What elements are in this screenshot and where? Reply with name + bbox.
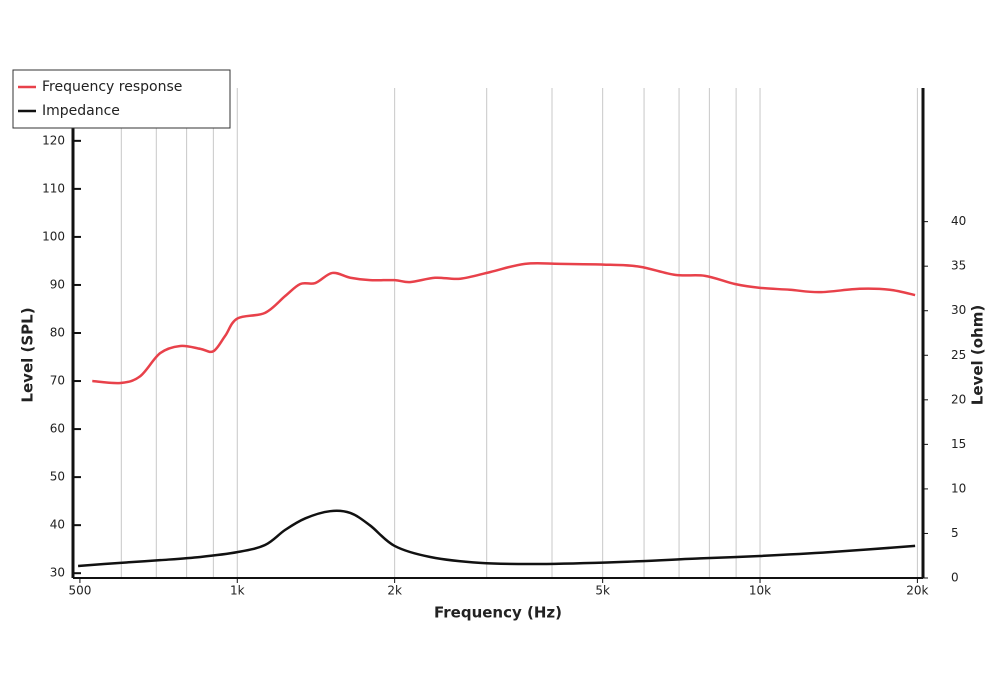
x-tick-label: 20k: [906, 584, 928, 598]
x-tick-label: 1k: [230, 584, 245, 598]
y-tick-label: 80: [50, 326, 65, 340]
y2-tick-label: 5: [951, 526, 959, 540]
y2-tick-label: 25: [951, 348, 966, 362]
y-tick-label: 110: [42, 181, 65, 195]
y-tick-label: 50: [50, 470, 65, 484]
series-line: [92, 261, 916, 385]
legend-label: Impedance: [42, 103, 120, 119]
y-tick-label: 100: [42, 229, 65, 243]
y-axis-title: Level (SPL): [19, 307, 37, 402]
y-tick-label: 60: [50, 422, 65, 436]
x-tick-label: 10k: [749, 584, 771, 598]
y-tick-label: 70: [50, 374, 65, 388]
y2-axis-title: Level (ohm): [969, 305, 987, 405]
y2-tick-label: 40: [951, 214, 966, 228]
legend-box: [12, 69, 231, 129]
y-tick-label: 40: [50, 518, 65, 532]
y2-tick-label: 20: [951, 392, 966, 406]
y-tick-label: 120: [42, 133, 65, 147]
x-tick-label: 2k: [387, 584, 402, 598]
series-line: [77, 509, 916, 568]
y2-tick-label: 35: [951, 259, 966, 273]
y2-tick-label: 10: [951, 481, 966, 495]
x-tick-label: 500: [68, 584, 91, 598]
x-tick-label: 5k: [595, 584, 610, 598]
y2-tick-label: 0: [951, 571, 959, 585]
y-tick-label: 90: [50, 277, 65, 291]
y-tick-label: 30: [50, 566, 65, 580]
x-axis-title: Frequency (Hz): [434, 604, 562, 622]
y2-tick-label: 30: [951, 303, 966, 317]
legend-label: Frequency response: [42, 79, 182, 95]
y2-tick-label: 15: [951, 437, 966, 451]
